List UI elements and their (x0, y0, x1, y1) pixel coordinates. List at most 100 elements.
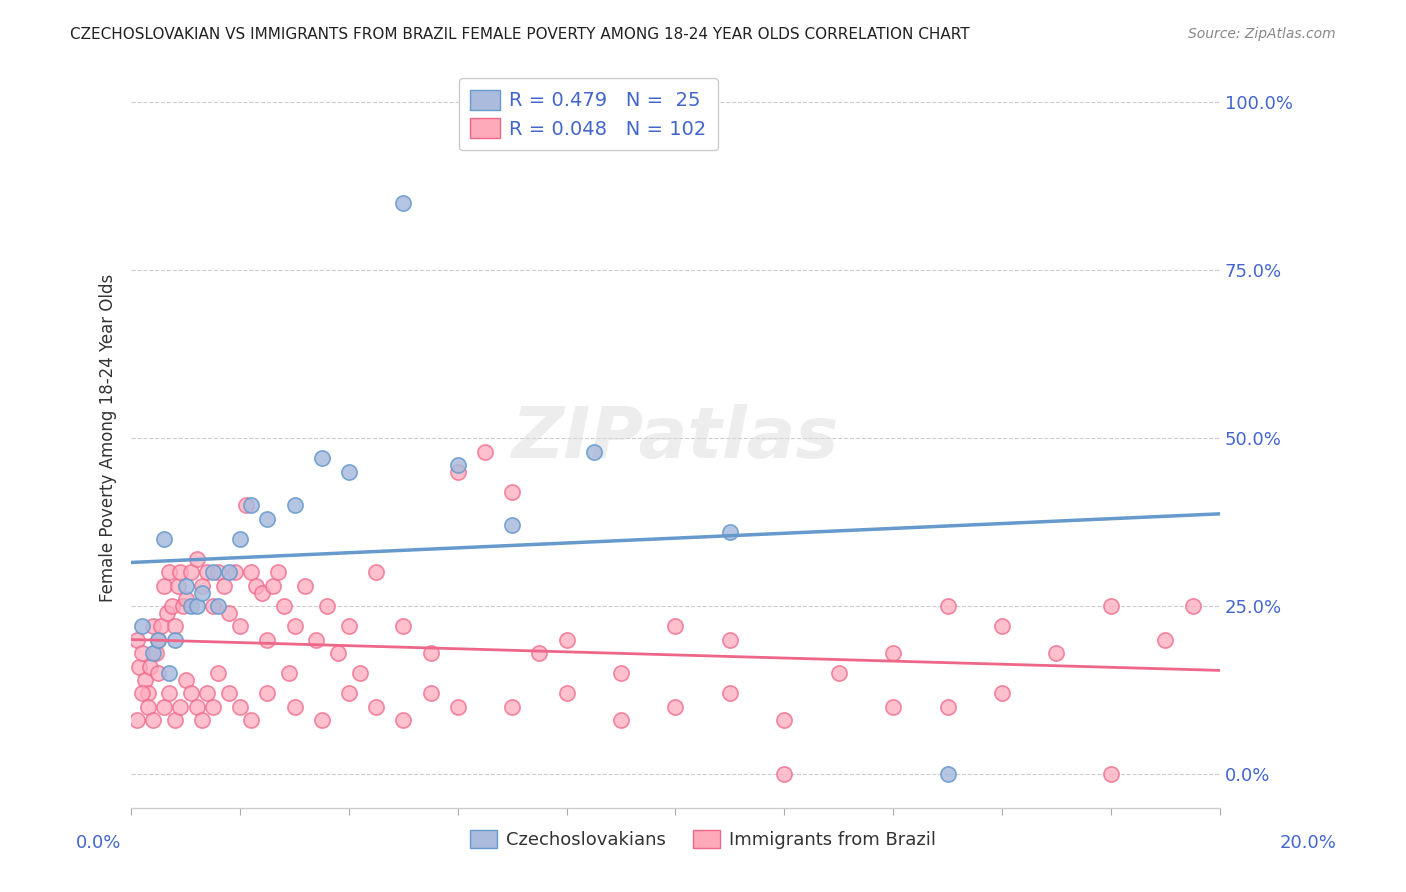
Point (218, 566, 240, 580)
Point (142, 646, 165, 660)
Point (936, 699, 959, 714)
Text: ZIPatlas: ZIPatlas (512, 403, 839, 473)
Point (392, 195, 415, 210)
Point (991, 619, 1014, 633)
Legend: R = 0.479   N =  25, R = 0.048   N = 102: R = 0.479 N = 25, R = 0.048 N = 102 (458, 78, 718, 151)
Point (156, 606, 179, 620)
Point (882, 699, 904, 714)
Point (191, 713, 214, 727)
Point (419, 686, 441, 700)
Point (240, 566, 263, 580)
Point (882, 646, 904, 660)
Point (294, 579, 316, 593)
Point (256, 686, 278, 700)
Point (256, 511, 278, 525)
Point (174, 579, 197, 593)
Point (773, 713, 796, 727)
Point (773, 767, 796, 781)
Point (240, 498, 263, 512)
Point (224, 566, 246, 580)
Point (311, 451, 333, 466)
Point (128, 659, 150, 673)
Point (366, 699, 388, 714)
Point (148, 632, 170, 647)
Point (283, 699, 305, 714)
Point (186, 552, 208, 566)
Point (134, 673, 156, 687)
Point (582, 444, 605, 458)
Point (136, 686, 159, 700)
Point (610, 666, 633, 681)
Point (262, 579, 284, 593)
Point (197, 566, 219, 580)
Point (245, 579, 267, 593)
Text: CZECHOSLOVAKIAN VS IMMIGRANTS FROM BRAZIL FEMALE POVERTY AMONG 18-24 YEAR OLDS C: CZECHOSLOVAKIAN VS IMMIGRANTS FROM BRAZI… (70, 27, 970, 42)
Point (136, 699, 159, 714)
Point (160, 599, 183, 613)
Point (153, 532, 176, 546)
Point (392, 619, 415, 633)
Point (474, 444, 496, 458)
Point (207, 666, 229, 681)
Point (283, 498, 305, 512)
Point (240, 713, 263, 727)
Text: 20.0%: 20.0% (1279, 834, 1336, 852)
Point (191, 585, 214, 599)
Point (201, 566, 224, 580)
Point (337, 686, 360, 700)
Point (1154, 632, 1177, 647)
Point (718, 686, 741, 700)
Point (174, 592, 197, 607)
Point (125, 632, 148, 647)
Legend: Czechoslovakians, Immigrants from Brazil: Czechoslovakians, Immigrants from Brazil (463, 822, 943, 856)
Point (419, 646, 441, 660)
Point (1099, 767, 1122, 781)
Point (392, 713, 415, 727)
Point (501, 699, 523, 714)
Point (169, 699, 191, 714)
Point (174, 673, 197, 687)
Y-axis label: Female Poverty Among 18-24 Year Olds: Female Poverty Among 18-24 Year Olds (100, 274, 117, 602)
Point (991, 686, 1014, 700)
Point (153, 699, 176, 714)
Point (139, 659, 162, 673)
Point (163, 619, 186, 633)
Point (201, 699, 224, 714)
Point (131, 619, 153, 633)
Point (157, 666, 180, 681)
Point (828, 666, 851, 681)
Point (180, 599, 202, 613)
Point (163, 713, 186, 727)
Point (936, 599, 959, 613)
Point (555, 686, 578, 700)
Point (142, 713, 165, 727)
Point (235, 498, 257, 512)
Point (172, 599, 194, 613)
Point (718, 632, 741, 647)
Point (169, 566, 191, 580)
Point (148, 666, 170, 681)
Point (316, 599, 339, 613)
Point (207, 599, 229, 613)
Point (256, 632, 278, 647)
Point (142, 619, 165, 633)
Point (501, 518, 523, 533)
Point (1181, 599, 1204, 613)
Point (664, 699, 686, 714)
Point (273, 599, 295, 613)
Point (529, 646, 551, 660)
Point (283, 619, 305, 633)
Point (250, 585, 273, 599)
Point (166, 579, 188, 593)
Point (501, 484, 523, 499)
Point (311, 713, 333, 727)
Point (718, 525, 741, 540)
Point (447, 465, 470, 479)
Point (1099, 599, 1122, 613)
Point (131, 686, 153, 700)
Point (610, 713, 633, 727)
Text: 0.0%: 0.0% (76, 834, 121, 852)
Point (305, 632, 328, 647)
Point (229, 619, 252, 633)
Point (278, 666, 301, 681)
